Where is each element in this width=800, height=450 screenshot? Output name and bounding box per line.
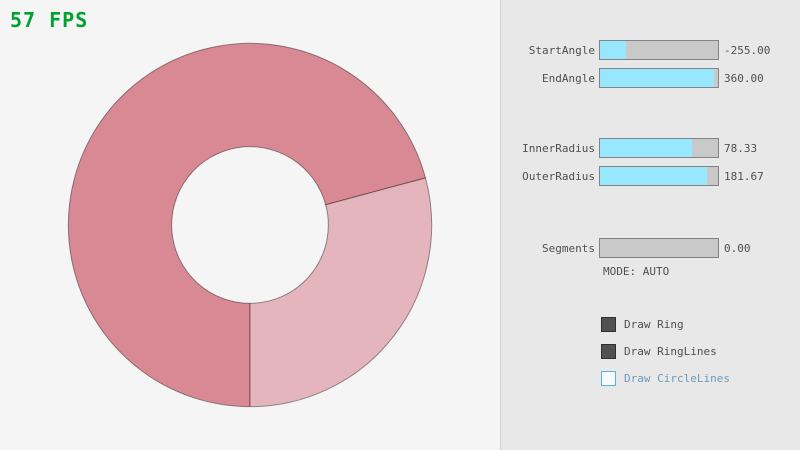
start-angle-value: -255.00 (724, 43, 771, 57)
outer-radius-slider[interactable] (599, 166, 719, 186)
outer-radius-value: 181.67 (724, 169, 764, 183)
slider-fill (600, 41, 626, 59)
end-angle-row: EndAngle 360.00 (501, 68, 800, 88)
segments-mode-text: MODE: AUTO (603, 265, 670, 278)
draw-ring-row: Draw Ring (601, 317, 684, 332)
end-angle-slider[interactable] (599, 68, 719, 88)
start-angle-slider[interactable] (599, 40, 719, 60)
draw-ringlines-checkbox[interactable] (601, 344, 616, 359)
control-panel: StartAngle -255.00 EndAngle 360.00 Inner… (500, 0, 800, 450)
inner-radius-row: InnerRadius 78.33 (501, 138, 800, 158)
inner-radius-label: InnerRadius (522, 141, 595, 155)
segments-row: Segments 0.00 (501, 238, 800, 258)
fps-counter: 57 FPS (10, 8, 89, 32)
draw-circlelines-row: Draw CircleLines (601, 371, 730, 386)
segments-label: Segments (542, 241, 595, 255)
slider-fill (600, 139, 693, 157)
ring-overlap-sector (67, 42, 427, 408)
outer-radius-label: OuterRadius (522, 169, 595, 183)
draw-ringlines-row: Draw RingLines (601, 344, 717, 359)
end-angle-label: EndAngle (542, 71, 595, 85)
start-angle-label: StartAngle (528, 43, 595, 57)
end-angle-value: 360.00 (724, 71, 764, 85)
start-angle-row: StartAngle -255.00 (501, 40, 800, 60)
draw-circlelines-label: Draw CircleLines (624, 372, 730, 385)
segments-slider[interactable] (599, 238, 719, 258)
inner-radius-value: 78.33 (724, 141, 758, 155)
slider-fill (600, 69, 715, 87)
draw-ringlines-label: Draw RingLines (624, 345, 717, 358)
segments-value: 0.00 (724, 241, 751, 255)
inner-radius-slider[interactable] (599, 138, 719, 158)
outer-radius-row: OuterRadius 181.67 (501, 166, 800, 186)
draw-circlelines-checkbox[interactable] (601, 371, 616, 386)
slider-fill (600, 167, 708, 185)
draw-ring-label: Draw Ring (624, 318, 684, 331)
ring-single-sector (249, 177, 433, 408)
draw-ring-checkbox[interactable] (601, 317, 616, 332)
